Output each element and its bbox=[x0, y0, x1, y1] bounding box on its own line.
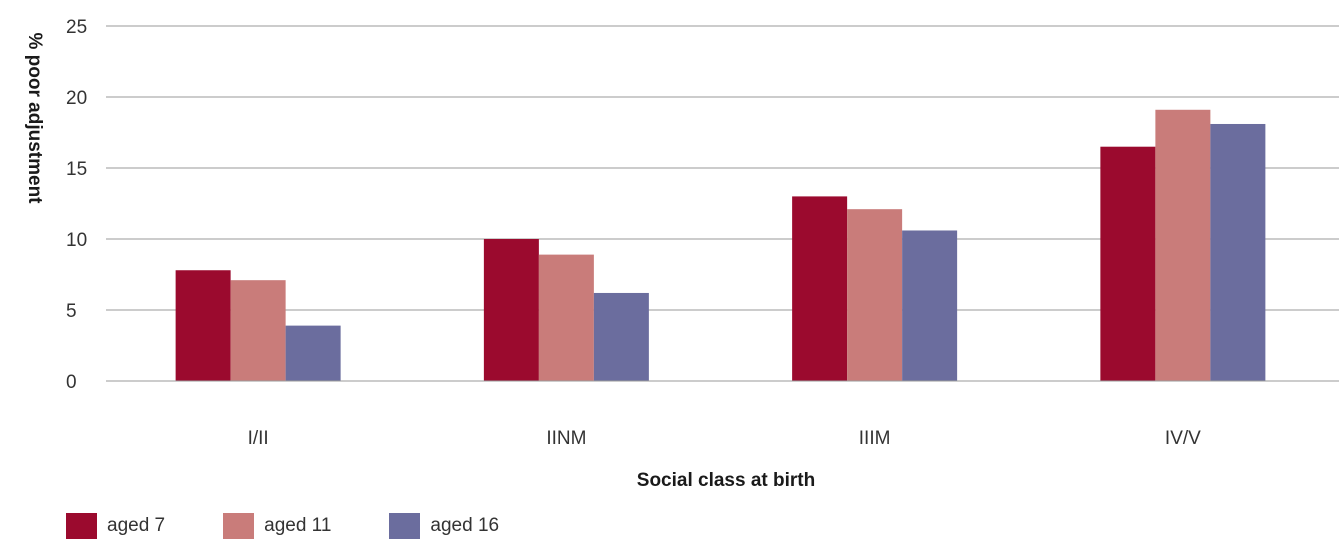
bar-aged-16-IV/V bbox=[1210, 123, 1266, 381]
bar-chart: 0 5 10 15 20 25 I/II IINM IIIM IV/V Social class… bbox=[24, 17, 1339, 491]
y-tick-label: 20 bbox=[66, 88, 87, 109]
legend-swatch bbox=[389, 513, 421, 539]
x-tick-label: IINM bbox=[546, 428, 586, 449]
legend: aged 7 aged 11 aged 16 bbox=[66, 513, 557, 539]
legend-swatch bbox=[66, 513, 97, 539]
bar-aged-11-I/II bbox=[230, 280, 286, 381]
y-tick-label: 10 bbox=[66, 230, 87, 251]
bar-aged-16-I/II bbox=[285, 325, 341, 381]
y-tick-label: 15 bbox=[66, 159, 87, 180]
x-tick-labels: I/II IINM IIIM IV/V bbox=[248, 428, 1202, 449]
legend-label: aged 16 bbox=[430, 515, 500, 536]
legend-item-aged-16: aged 16 bbox=[389, 513, 499, 539]
legend-label: aged 11 bbox=[264, 515, 332, 536]
legend-swatch bbox=[223, 513, 255, 539]
y-tick-label: 25 bbox=[66, 17, 87, 38]
bar-aged-7-IIIM bbox=[792, 196, 848, 381]
bar-aged-11-IINM bbox=[538, 254, 594, 381]
y-axis-title: % poor adjustment bbox=[24, 32, 45, 204]
y-tick-label: 5 bbox=[66, 301, 77, 322]
y-tick-label: 0 bbox=[66, 372, 77, 393]
y-tick-labels: 0 5 10 15 20 25 bbox=[66, 17, 87, 393]
x-tick-label: IV/V bbox=[1165, 428, 1201, 449]
bar-aged-11-IIIM bbox=[847, 209, 903, 381]
legend-label: aged 7 bbox=[107, 515, 166, 536]
bar-aged-16-IINM bbox=[593, 292, 649, 381]
legend-item-aged-11: aged 11 bbox=[223, 513, 331, 539]
bar-aged-16-IIIM bbox=[902, 230, 958, 381]
x-axis-title: Social class at birth bbox=[637, 470, 815, 491]
bars bbox=[175, 109, 1266, 381]
bar-aged-7-IINM bbox=[483, 239, 539, 381]
legend-item-aged-7: aged 7 bbox=[66, 513, 165, 539]
bar-aged-7-I/II bbox=[175, 270, 231, 381]
x-tick-label: IIIM bbox=[859, 428, 891, 449]
x-tick-label: I/II bbox=[248, 428, 269, 449]
bar-aged-7-IV/V bbox=[1100, 146, 1156, 381]
bar-aged-11-IV/V bbox=[1155, 109, 1211, 381]
